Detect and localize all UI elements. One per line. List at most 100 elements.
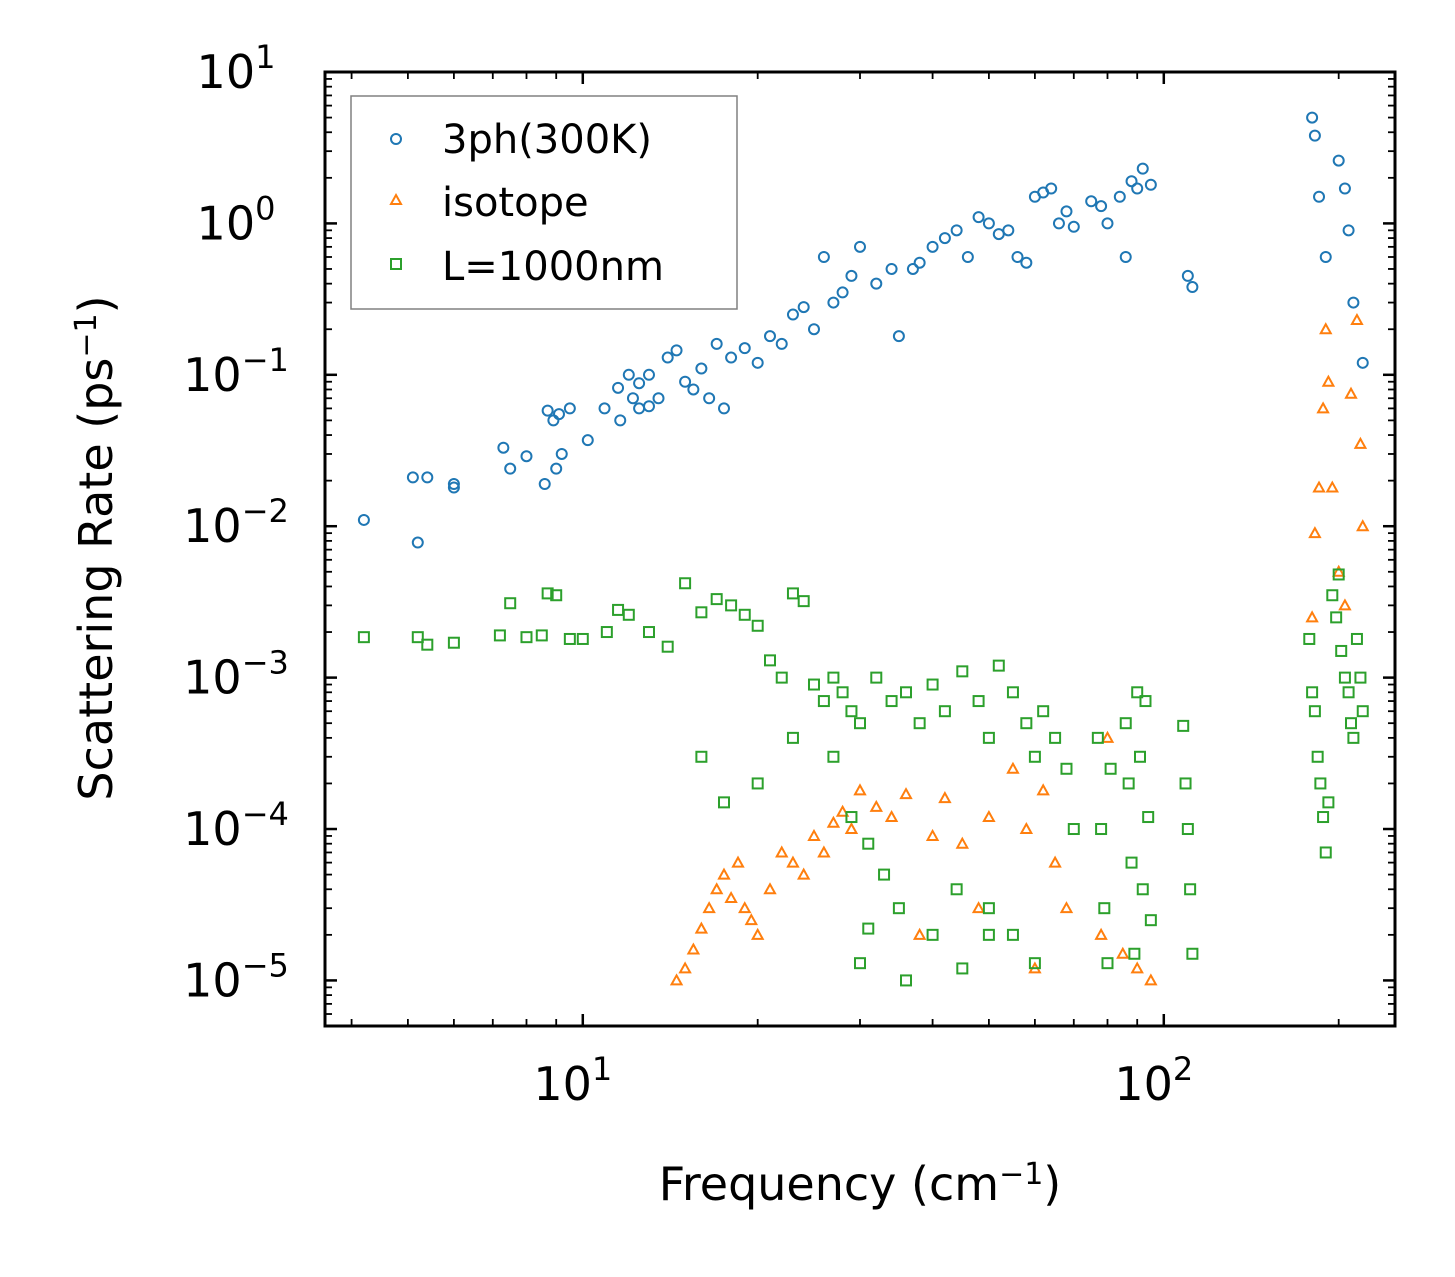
data-point xyxy=(550,589,563,602)
data-point xyxy=(686,942,701,955)
data-point xyxy=(541,404,554,417)
data-point xyxy=(612,381,625,394)
data-point xyxy=(738,901,752,914)
data-point xyxy=(854,717,866,730)
data-point xyxy=(1006,928,1019,941)
legend-marker-isotope xyxy=(389,192,403,205)
data-point xyxy=(1350,312,1364,326)
data-point xyxy=(731,855,745,868)
data-point xyxy=(1119,250,1132,263)
data-point xyxy=(751,619,764,632)
data-point xyxy=(687,383,700,396)
data-point xyxy=(862,837,875,850)
data-point xyxy=(614,414,627,427)
data-point xyxy=(1356,356,1369,369)
data-points-layer xyxy=(357,111,1370,987)
data-point xyxy=(1128,947,1141,960)
data-point xyxy=(971,901,986,914)
series-3 xyxy=(357,568,1369,987)
data-point xyxy=(547,414,560,427)
data-point xyxy=(411,536,424,549)
data-point xyxy=(1139,695,1152,708)
series-1 xyxy=(357,111,1369,549)
data-point xyxy=(406,471,419,484)
data-point xyxy=(703,392,716,405)
data-point xyxy=(845,705,858,718)
data-point xyxy=(661,351,674,364)
data-point xyxy=(807,323,820,336)
data-point xyxy=(926,928,939,941)
data-point xyxy=(797,595,810,608)
data-point xyxy=(1006,686,1019,699)
data-point xyxy=(669,973,684,986)
data-point xyxy=(1122,777,1135,790)
data-point xyxy=(1067,220,1080,233)
data-point xyxy=(1113,190,1126,203)
data-point xyxy=(1308,129,1321,142)
data-point xyxy=(1060,762,1073,775)
y-tick-label: 10−5 xyxy=(183,946,289,1007)
data-point xyxy=(670,344,683,357)
data-point xyxy=(982,928,995,941)
data-point xyxy=(709,882,724,895)
data-point xyxy=(1119,717,1132,730)
data-point xyxy=(764,330,777,343)
data-point xyxy=(679,375,692,388)
data-point xyxy=(710,593,723,606)
data-point xyxy=(807,678,820,691)
data-point xyxy=(1136,162,1149,175)
data-point xyxy=(493,629,506,642)
data-point xyxy=(1144,914,1157,927)
legend-marker-l1000nm xyxy=(390,258,402,270)
data-point xyxy=(1020,256,1033,269)
data-point xyxy=(956,665,969,678)
data-point xyxy=(961,250,974,263)
data-point xyxy=(775,337,788,350)
data-point xyxy=(744,913,759,926)
data-point xyxy=(1144,973,1158,986)
data-point xyxy=(1319,322,1333,335)
data-point xyxy=(950,883,963,896)
y-tick-label: 10−3 xyxy=(183,644,289,705)
data-point xyxy=(538,478,551,491)
data-point xyxy=(1181,269,1194,282)
plot-area-frame xyxy=(323,70,1397,1028)
data-point xyxy=(1331,564,1346,577)
legend-frame xyxy=(350,95,738,310)
data-point xyxy=(1354,671,1367,684)
data-point xyxy=(1133,750,1146,763)
data-point xyxy=(786,308,799,321)
data-point xyxy=(1321,374,1336,387)
data-point xyxy=(1085,195,1098,208)
data-point xyxy=(1131,182,1144,195)
data-point xyxy=(885,695,898,708)
data-point xyxy=(1342,686,1355,699)
data-point xyxy=(1306,686,1319,699)
data-point xyxy=(1332,154,1345,167)
data-point xyxy=(870,671,883,684)
data-point xyxy=(786,731,799,744)
data-point xyxy=(1308,526,1322,539)
data-point xyxy=(982,902,995,915)
data-point xyxy=(1312,480,1326,493)
data-point xyxy=(1060,205,1073,218)
data-point xyxy=(1177,719,1190,732)
data-point xyxy=(702,901,716,914)
data-point xyxy=(1136,883,1149,896)
data-point xyxy=(938,705,951,718)
y-tick-label: 10−4 xyxy=(183,795,289,856)
x-tick-label: 101 xyxy=(533,1050,612,1111)
data-point xyxy=(633,402,646,415)
data-point xyxy=(786,855,800,868)
data-point xyxy=(1356,705,1369,718)
data-point xyxy=(786,587,799,600)
data-point xyxy=(447,478,460,491)
data-point xyxy=(817,845,831,858)
data-point xyxy=(1338,182,1351,195)
data-point xyxy=(1095,200,1108,213)
data-point xyxy=(1091,731,1104,744)
data-point xyxy=(1317,811,1330,824)
data-point xyxy=(552,408,565,421)
x-axis-label-suffix: ) xyxy=(1043,1157,1061,1211)
x-axis-label: Frequency (cm−1) xyxy=(659,1157,1062,1211)
